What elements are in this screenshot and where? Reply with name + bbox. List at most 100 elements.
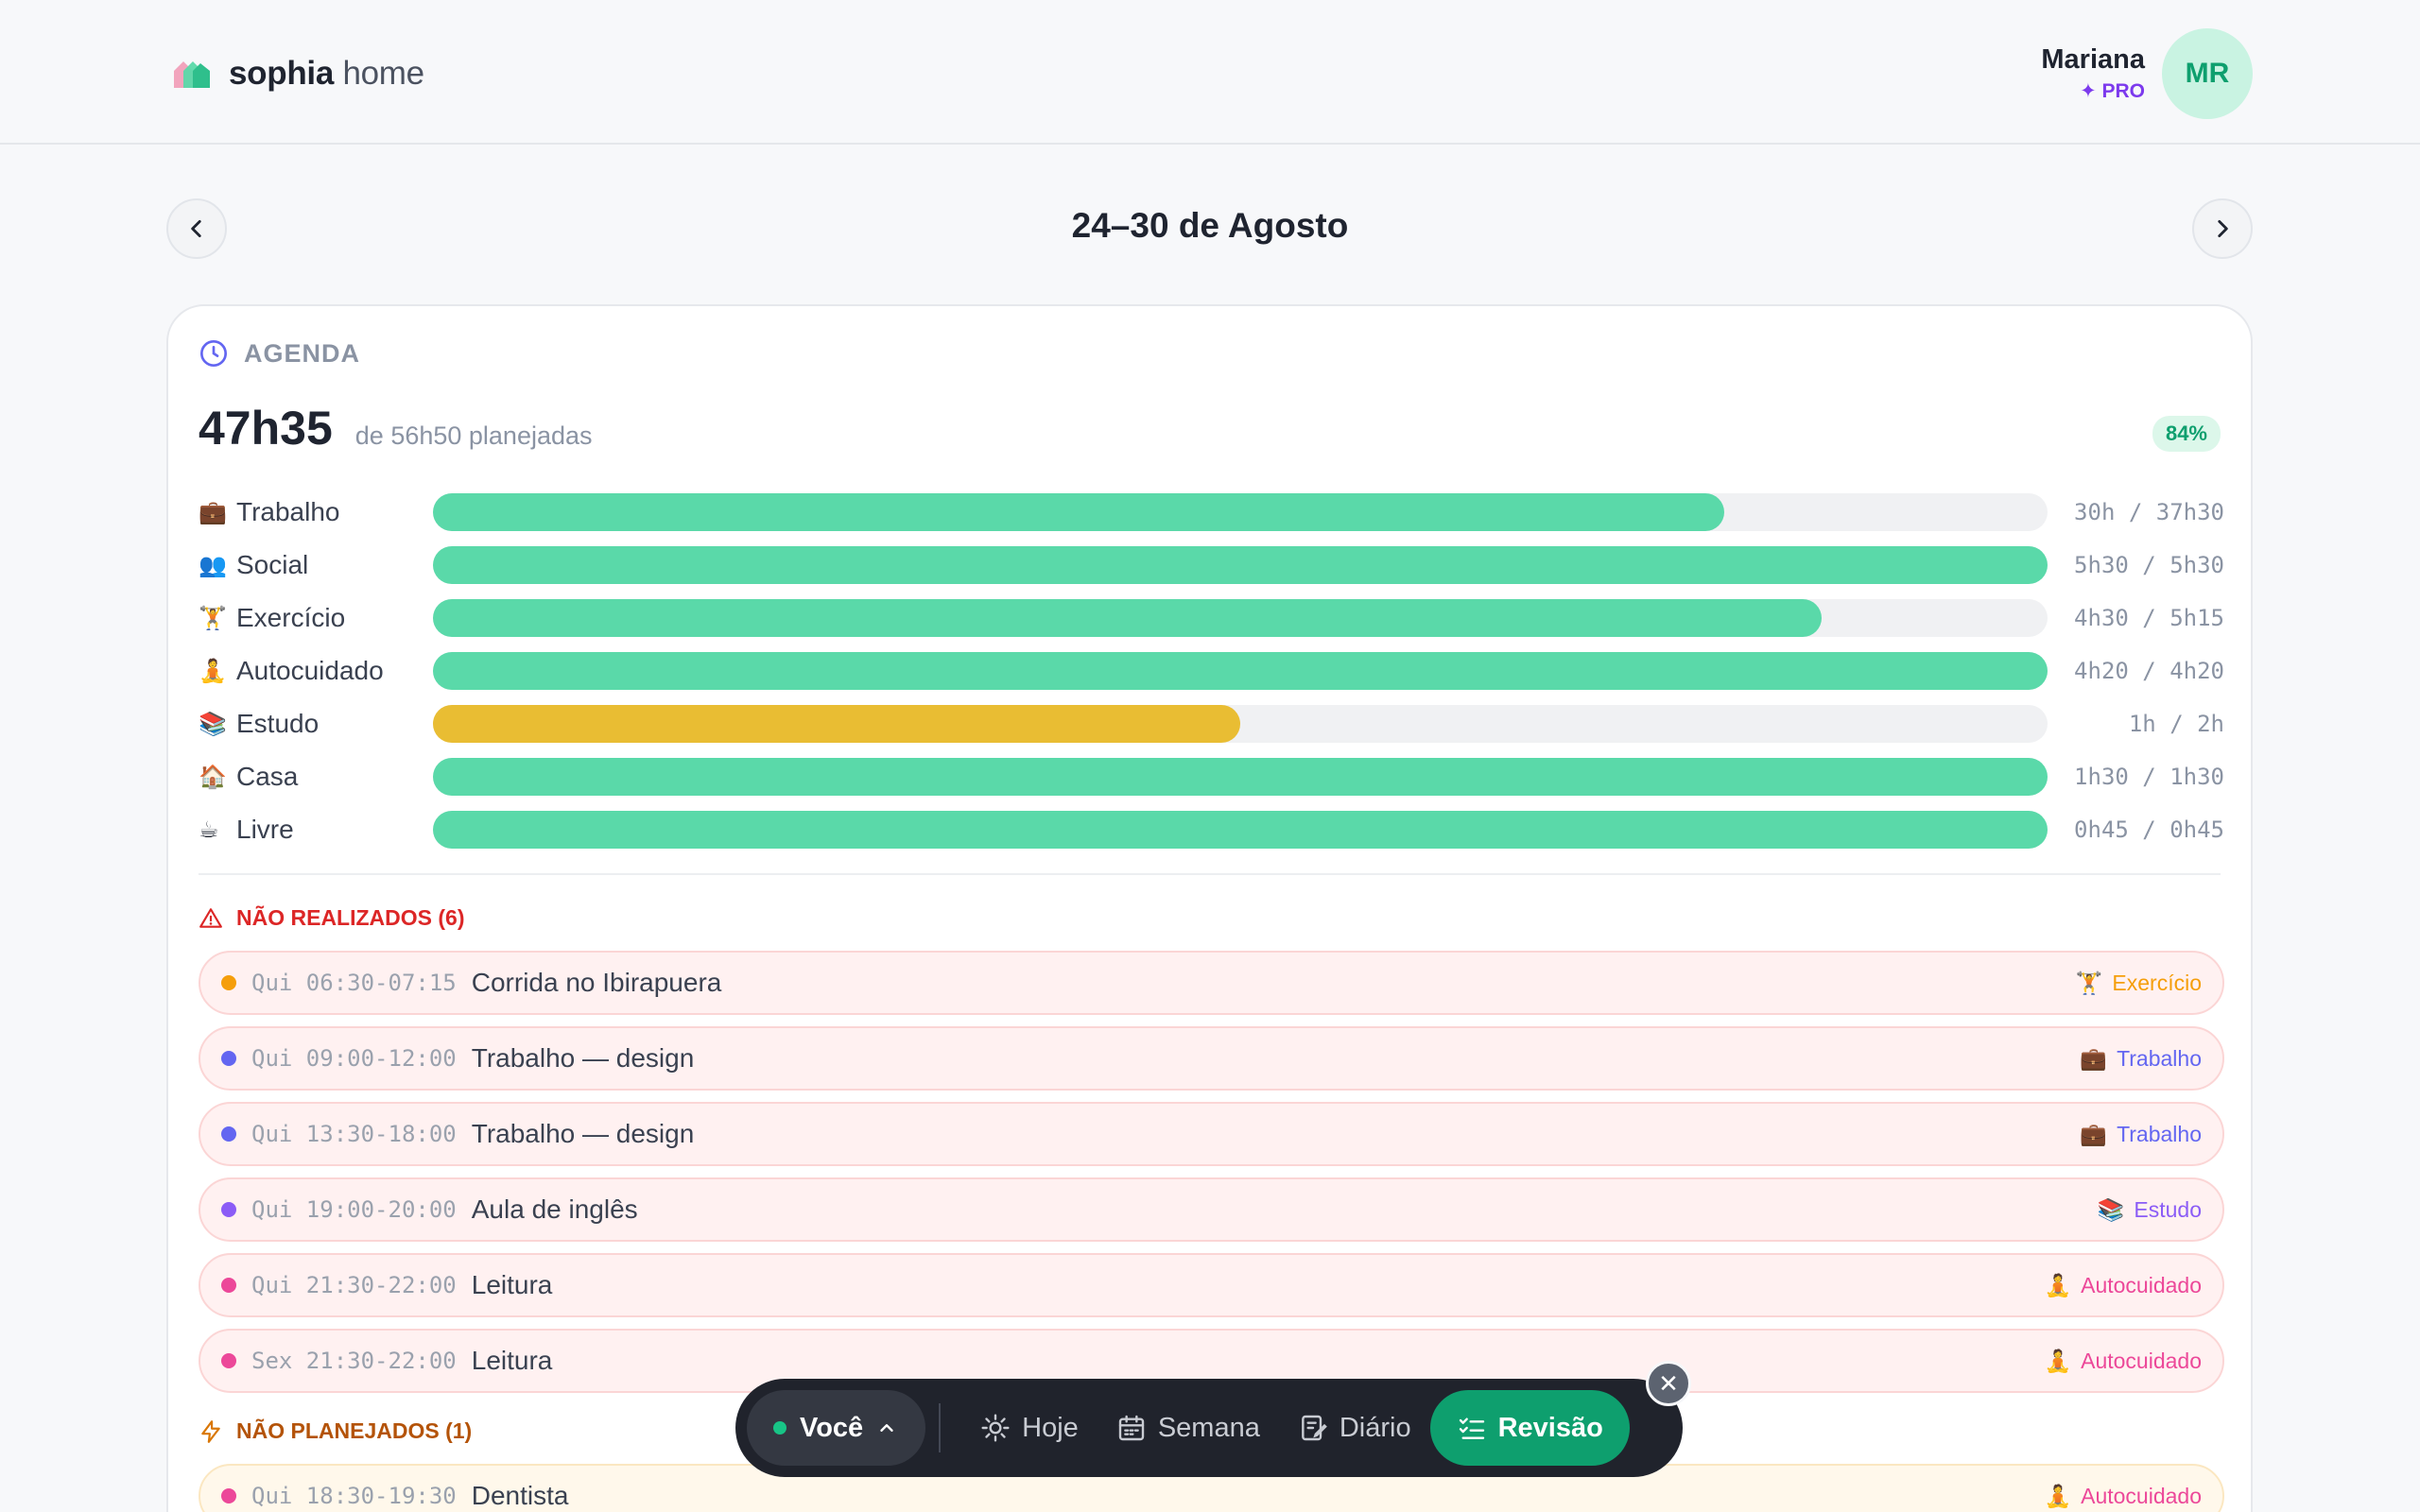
calendar-icon [1118, 1415, 1145, 1441]
week-title: 24–30 de Agosto [1071, 206, 1349, 245]
event-category-tag: 🧘 Autocuidado [2044, 1273, 2202, 1298]
event-category-tag: 🧘 Autocuidado [2044, 1484, 2202, 1509]
close-dock-button[interactable]: ✕ [1646, 1361, 1691, 1406]
category-emoji: 👥 [199, 552, 227, 578]
category-value: 4h20 / 4h20 [2074, 658, 2224, 684]
dock-label-diario: Diário [1339, 1412, 1411, 1443]
category-row: 👥 Social 5h30 / 5h30 [199, 539, 2224, 592]
next-week-button[interactable] [2192, 198, 2253, 259]
category-row: 🧘 Autocuidado 4h20 / 4h20 [199, 644, 2224, 697]
dock-label-revisao: Revisão [1497, 1412, 1603, 1443]
event-title: Dentista [471, 1481, 569, 1510]
category-name: Estudo [2134, 1196, 2202, 1222]
category-emoji: 📚 [199, 711, 227, 737]
chevron-right-icon [2218, 220, 2228, 237]
category-row: 🏠 Casa 1h30 / 1h30 [199, 750, 2224, 803]
category-progress-fill [433, 599, 1822, 637]
category-progress-track [433, 811, 2048, 849]
dock-item-hoje[interactable]: Hoje [961, 1390, 1098, 1466]
event-title: Trabalho — design [471, 1119, 695, 1148]
event-category-tag: 💼 Trabalho [2080, 1122, 2202, 1147]
profile-label: Você [800, 1412, 864, 1443]
completion-badge: 84% [2152, 416, 2221, 452]
category-dot [221, 1278, 236, 1293]
category-name: Autocuidado [2081, 1348, 2202, 1373]
user-name: Mariana [2041, 44, 2145, 75]
category-row: 📚 Estudo 1h / 2h [199, 697, 2224, 750]
event-title: Trabalho — design [471, 1043, 695, 1073]
dock-item-diario[interactable]: Diário [1279, 1390, 1430, 1466]
event-item[interactable]: Qui 19:00-20:00 Aula de inglês 📚 Estudo [199, 1177, 2224, 1242]
category-emoji: 💼 [199, 499, 227, 525]
top-bar: sophia home Mariana ✦ PRO MR [0, 0, 2420, 145]
category-label: Livre [236, 815, 294, 844]
event-time: Qui 21:30-22:00 [251, 1272, 457, 1298]
category-value: 5h30 / 5h30 [2074, 552, 2224, 578]
category-emoji: 🏋 [2075, 970, 2103, 995]
event-time: Sex 21:30-22:00 [251, 1348, 457, 1374]
event-category-tag: 🏋 Exercício [2076, 971, 2202, 996]
dock-item-revisao[interactable]: Revisão [1429, 1390, 1630, 1466]
pro-badge: ✦ PRO [2080, 80, 2145, 102]
unplanned-title: NÃO PLANEJADOS (1) [236, 1418, 473, 1443]
category-label: Social [236, 550, 309, 579]
category-name: Trabalho [2117, 1045, 2202, 1071]
category-label: Trabalho [236, 497, 340, 526]
category-progress-track [433, 599, 2048, 637]
previous-week-button[interactable] [166, 198, 227, 259]
category-value: 0h45 / 0h45 [2074, 816, 2224, 843]
event-item[interactable]: Qui 13:30-18:00 Trabalho — design 💼 Trabalh… [199, 1102, 2224, 1166]
event-item[interactable]: Qui 21:30-22:00 Leitura 🧘 Autocuidado [199, 1253, 2224, 1317]
category-emoji: ☕ [199, 816, 219, 843]
house-logo-icon [174, 61, 210, 88]
brand[interactable]: sophia home [172, 55, 424, 93]
event-category-tag: 🧘 Autocuidado [2044, 1349, 2202, 1374]
category-label: Casa [236, 762, 299, 791]
category-dot [221, 1488, 236, 1503]
category-dot [221, 975, 236, 990]
agenda-header: AGENDA [199, 338, 360, 369]
not-done-header: NÃO REALIZADOS (6) [199, 905, 465, 931]
profile-switcher[interactable]: Você [747, 1390, 926, 1466]
category-emoji: 🧘 [2044, 1272, 2072, 1297]
brand-name: sophia [229, 55, 334, 92]
category-dot [221, 1353, 236, 1368]
total-summary: 47h35 de 56h50 planejadas [199, 401, 593, 455]
dock-item-semana[interactable]: Semana [1098, 1390, 1279, 1466]
category-row: 💼 Trabalho 30h / 37h30 [199, 486, 2224, 539]
event-time: Qui 19:00-20:00 [251, 1196, 457, 1223]
category-emoji: 💼 [2080, 1045, 2108, 1071]
unplanned-list: Qui 18:30-19:30 Dentista 🧘 Autocuidado [199, 1464, 2224, 1512]
event-time: Qui 09:00-12:00 [251, 1045, 457, 1072]
warning-icon [199, 907, 222, 928]
journal-icon [1301, 1415, 1327, 1441]
event-time: Qui 18:30-19:30 [251, 1483, 457, 1509]
category-value: 4h30 / 5h15 [2074, 605, 2224, 631]
category-progress-fill [433, 811, 2048, 849]
category-label: Autocuidado [236, 656, 384, 685]
category-name: Exercício [2112, 970, 2202, 995]
clock-icon [200, 340, 227, 367]
online-dot [773, 1421, 786, 1435]
review-card: AGENDA 47h35 de 56h50 planejadas 84% 💼 Tr… [166, 304, 2253, 1512]
category-progress-fill [433, 705, 1240, 743]
user-menu[interactable]: Mariana ✦ PRO MR [2041, 28, 2253, 119]
lightning-icon [201, 1419, 220, 1443]
category-emoji: 🧘 [2044, 1348, 2072, 1373]
divider [199, 873, 2221, 875]
bottom-dock: Você Hoje Semana Diário Revisão [735, 1379, 1683, 1477]
dock-label-semana: Semana [1157, 1412, 1260, 1443]
category-progress-fill [433, 652, 2048, 690]
category-dot [221, 1051, 236, 1066]
category-progress-track [433, 546, 2048, 584]
category-progress-track [433, 758, 2048, 796]
avatar[interactable]: MR [2162, 28, 2253, 119]
event-item[interactable]: Qui 18:30-19:30 Dentista 🧘 Autocuidado [199, 1464, 2224, 1512]
category-emoji: 📚 [2097, 1196, 2125, 1222]
chevron-up-icon [880, 1424, 893, 1432]
total-planned: de 56h50 planejadas [354, 421, 593, 450]
event-item[interactable]: Qui 09:00-12:00 Trabalho — design 💼 Trabalh… [199, 1026, 2224, 1091]
event-item[interactable]: Qui 06:30-07:15 Corrida no Ibirapuera 🏋 Exe… [199, 951, 2224, 1015]
category-progress-fill [433, 758, 2048, 796]
category-name: Autocuidado [2081, 1272, 2202, 1297]
